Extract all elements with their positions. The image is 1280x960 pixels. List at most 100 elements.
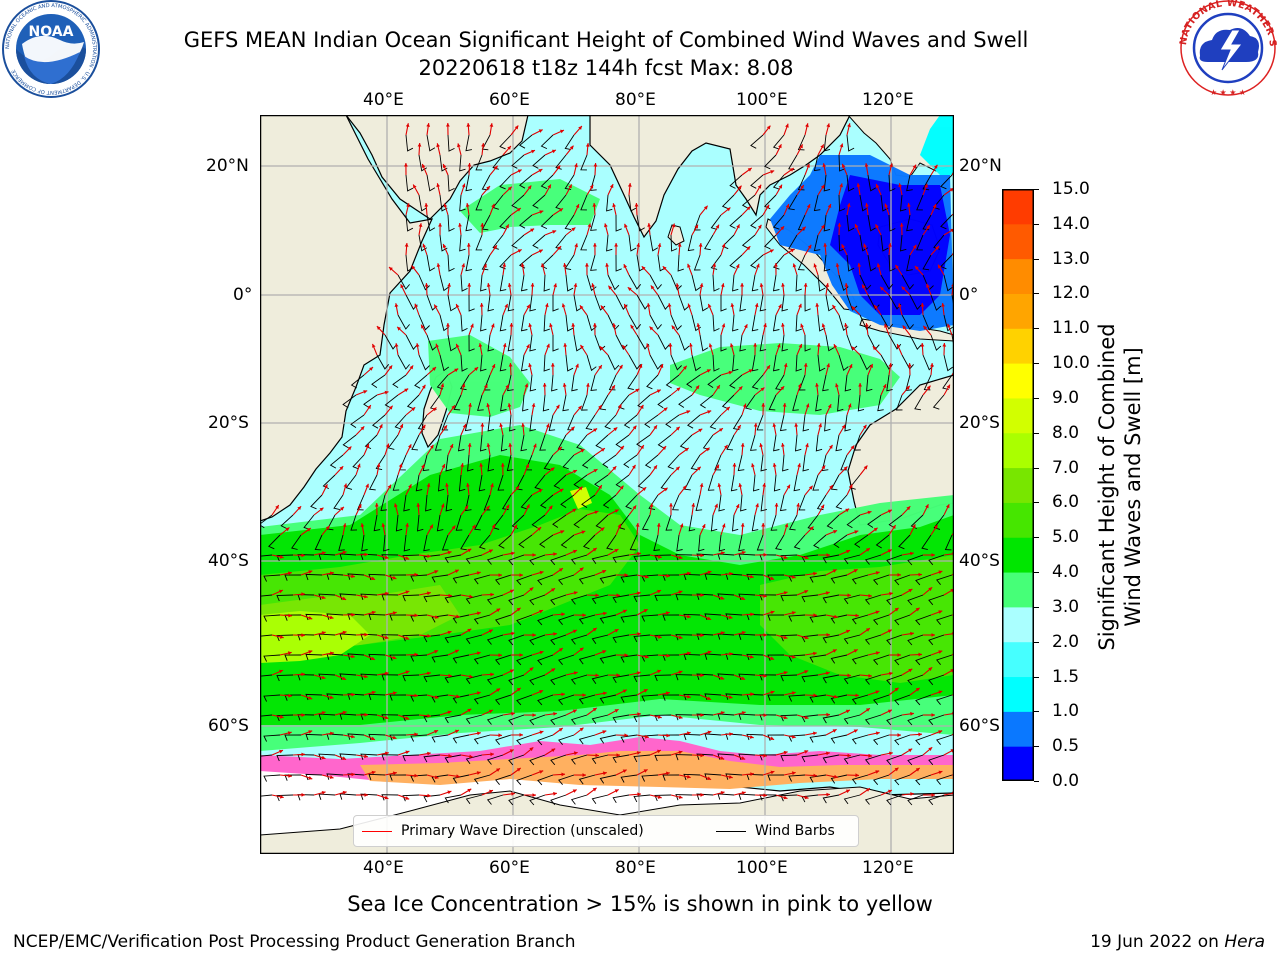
wind-barb — [615, 254, 622, 272]
wave-arrow-head — [427, 751, 431, 756]
wave-arrow-head — [735, 264, 740, 269]
wave-arrow-head — [863, 465, 868, 470]
wind-barb — [263, 734, 281, 742]
wind-barb — [495, 734, 512, 745]
wave-arrow-head — [644, 654, 649, 659]
wind-barb — [500, 434, 508, 452]
wave-arrow-head — [447, 630, 452, 635]
wind-barb — [886, 754, 903, 766]
wind-barb — [431, 694, 449, 703]
wave-arrow-head — [435, 343, 439, 348]
wave-arrow-head — [875, 770, 880, 774]
wave-arrow-head — [392, 611, 397, 615]
wave-arrow-head — [763, 793, 767, 798]
wind-barb — [481, 254, 491, 271]
wind-barb — [310, 494, 323, 510]
wind-barb — [830, 614, 848, 624]
wave-arrow-head — [529, 747, 534, 752]
wind-barb — [425, 494, 432, 512]
wave-arrow-head — [757, 224, 762, 229]
zone-3m-east — [670, 343, 900, 415]
wind-barb — [389, 614, 407, 621]
wave-arrow-head — [559, 208, 563, 212]
wind-barb — [623, 414, 638, 429]
wind-barb — [788, 614, 806, 622]
wave-arrow-head — [630, 324, 635, 329]
wind-barb — [402, 714, 420, 722]
wave-arrow-head — [678, 715, 683, 719]
wind-barb — [444, 754, 462, 764]
wave-arrow-head — [785, 204, 790, 208]
wind-barb — [529, 374, 537, 392]
wind-barb — [846, 254, 855, 272]
wave-arrow-head — [698, 428, 703, 433]
wave-arrow-head — [279, 635, 284, 639]
wind-barb — [798, 374, 806, 391]
wave-arrow-head — [440, 503, 445, 508]
wave-arrow-head — [371, 770, 376, 775]
wind-barb — [473, 614, 491, 625]
wave-arrow-head — [766, 365, 770, 370]
wave-shading — [260, 115, 954, 751]
wave-arrow-head — [545, 423, 550, 428]
wave-arrow-head — [730, 343, 734, 348]
wave-arrow-head — [700, 793, 704, 797]
wave-arrow-head — [865, 628, 870, 632]
wave-arrow-head — [521, 423, 525, 427]
wind-barb — [633, 754, 651, 763]
wave-arrow-head — [573, 469, 577, 474]
wave-arrow-head — [901, 286, 906, 291]
colorbar-tick-label: 2.0 — [1052, 631, 1080, 652]
wind-barb — [532, 234, 546, 249]
wind-barb — [444, 794, 462, 804]
wave-arrow-head — [926, 225, 930, 230]
wave-arrow-head — [666, 653, 670, 658]
wind-barb — [410, 774, 428, 782]
wave-arrow-head — [600, 305, 605, 310]
wave-arrow-head — [736, 224, 740, 229]
wind-barb — [552, 335, 559, 352]
wave-arrow-head — [451, 405, 455, 410]
wave-arrow-head — [696, 466, 701, 471]
wind-barb — [562, 454, 575, 470]
wave-arrow-head — [486, 186, 490, 190]
wave-arrow-head — [511, 551, 515, 556]
wave-arrow-head — [884, 203, 889, 208]
wave-arrow-head — [800, 185, 804, 189]
wind-barb — [550, 594, 567, 606]
wave-arrow-head — [505, 224, 509, 229]
wave-arrow-head — [720, 756, 725, 760]
wind-barb — [405, 174, 414, 192]
wind-barb — [540, 214, 554, 230]
wave-arrow-head — [360, 523, 365, 527]
wave-arrow-head — [421, 384, 426, 389]
wind-barb — [500, 394, 507, 412]
wind-barb — [347, 653, 365, 660]
wave-arrow-head — [528, 363, 532, 368]
wind-barb — [474, 514, 483, 531]
wind-barb — [507, 294, 515, 312]
wind-barb — [276, 594, 294, 602]
wave-arrow-head — [308, 730, 313, 734]
wave-arrow-head — [766, 125, 771, 130]
colorbar-tick-label: 9.0 — [1052, 387, 1080, 408]
wind-barb — [580, 394, 588, 411]
wave-arrow-head — [519, 733, 523, 737]
wave-arrow-head — [747, 167, 752, 172]
wave-arrow-head — [853, 649, 858, 653]
wind-barb — [431, 734, 449, 743]
wind-barb — [475, 234, 483, 251]
wind-barb — [615, 334, 628, 350]
wind-barb — [578, 694, 596, 705]
wind-barb — [347, 733, 365, 740]
wind-barb — [795, 274, 802, 292]
wave-arrow-head — [844, 283, 849, 287]
wind-barb — [360, 673, 378, 680]
wave-arrow-head — [875, 571, 880, 575]
wind-barb — [529, 414, 536, 432]
wind-barb — [894, 654, 911, 666]
wave-arrow-head — [624, 303, 628, 308]
wave-arrow-head — [721, 523, 726, 528]
wind-barb — [873, 614, 890, 625]
wind-barb — [431, 774, 449, 783]
